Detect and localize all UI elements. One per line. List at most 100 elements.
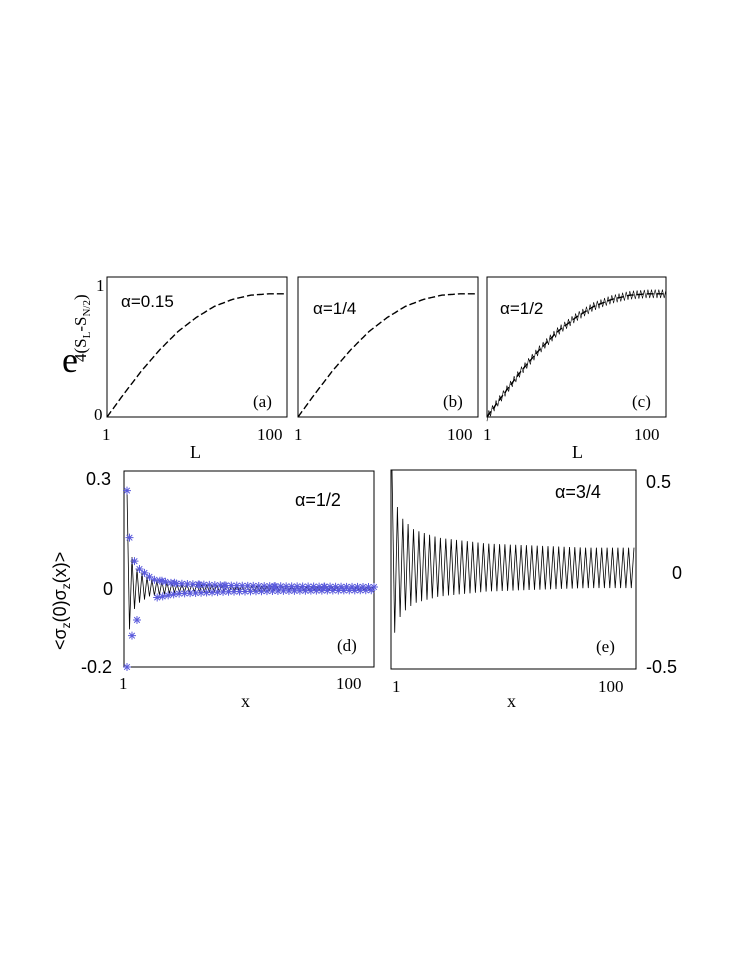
panel-b-tag: (b) [443, 392, 463, 411]
star-marker [268, 587, 277, 596]
star-marker [257, 587, 266, 596]
panel-a-ytick-1: 1 [96, 276, 105, 295]
panel-a-tag: (a) [253, 392, 272, 411]
star-marker [221, 581, 230, 590]
star-marker [150, 575, 159, 584]
panel-d-ylabel: <σz(0)σz(x)> [50, 552, 73, 650]
panel-a-curve [106, 293, 287, 418]
star-marker [208, 588, 217, 597]
star-marker [125, 533, 134, 542]
ylabel-e: e [62, 340, 78, 380]
star-marker [251, 587, 260, 596]
star-marker [287, 582, 296, 591]
star-marker [183, 580, 192, 589]
star-marker [202, 588, 211, 597]
panel-d-alpha: α=1/2 [295, 490, 341, 510]
star-marker [155, 576, 164, 585]
star-marker [235, 587, 244, 596]
star-marker [158, 592, 167, 601]
star-marker [262, 587, 271, 596]
star-marker [172, 579, 181, 588]
star-marker [312, 586, 321, 595]
star-marker [241, 587, 250, 596]
panel-a: α=0.15 (a) 1 0 1 100 L e 4(SL-SN/2) [62, 276, 288, 462]
star-marker [169, 590, 178, 599]
star-marker [350, 586, 359, 595]
star-marker [342, 582, 351, 591]
panel-d-ytick-zero: 0 [103, 579, 113, 599]
star-marker [320, 582, 329, 591]
star-marker [232, 581, 241, 590]
panel-e-tag: (e) [596, 637, 615, 656]
panel-c-tag: (c) [632, 392, 651, 411]
panel-c-xlabel: L [572, 442, 583, 462]
star-marker [361, 586, 370, 595]
star-marker [177, 579, 186, 588]
star-marker [216, 581, 225, 590]
panel-e-xtick-1: 1 [392, 677, 401, 696]
star-marker [290, 586, 299, 595]
panel-a-ytick-0: 0 [94, 405, 103, 424]
star-marker [353, 582, 362, 591]
star-marker [328, 586, 337, 595]
panel-b-xtick-100: 100 [447, 425, 473, 444]
star-marker [295, 586, 304, 595]
panel-c: α=1/2 (c) 1 100 L [483, 276, 667, 462]
star-marker [304, 582, 313, 591]
star-marker [227, 581, 236, 590]
panel-d-xlabel: x [241, 691, 250, 711]
panel-a-alpha: α=0.15 [121, 292, 174, 311]
panel-a-xlabel: L [190, 442, 201, 462]
panel-a-frame [106, 276, 288, 418]
star-marker [284, 586, 293, 595]
panel-b-alpha: α=1/4 [313, 299, 356, 318]
panel-d-tag: (d) [337, 636, 357, 655]
star-marker [279, 586, 288, 595]
star-marker [359, 582, 368, 591]
star-marker [127, 631, 136, 640]
panel-c-curve [486, 293, 666, 418]
star-marker [273, 586, 282, 595]
star-marker [132, 615, 141, 624]
star-marker [282, 582, 291, 591]
panel-d: α=1/2 (d) 0.3 0 -0.2 1 100 x <σz(0)σz(x)… [50, 469, 378, 711]
star-marker [180, 589, 189, 598]
panel-a-xtick-100: 100 [257, 425, 283, 444]
star-marker [210, 581, 219, 590]
panel-d-ytick-top: 0.3 [86, 469, 111, 489]
star-marker [153, 593, 162, 602]
panel-e-ytick-top: 0.5 [646, 472, 671, 492]
star-marker [326, 582, 335, 591]
panel-d-ytick-bottom: -0.2 [81, 657, 112, 677]
star-marker [271, 582, 280, 591]
star-marker [301, 586, 310, 595]
star-marker [238, 581, 247, 590]
star-marker [246, 587, 255, 596]
star-marker [199, 580, 208, 589]
star-marker [293, 582, 302, 591]
panel-a-xtick-1: 1 [102, 425, 111, 444]
panel-d-frame [123, 470, 375, 668]
star-marker [345, 586, 354, 595]
panel-c-alpha: α=1/2 [500, 299, 543, 318]
star-marker [331, 582, 340, 591]
star-marker [298, 582, 307, 591]
star-marker [230, 587, 239, 596]
star-marker [306, 586, 315, 595]
star-marker [191, 588, 200, 597]
star-marker [364, 582, 373, 591]
star-marker [315, 582, 324, 591]
panel-e-ytick-bottom: -0.5 [646, 657, 677, 677]
star-marker [224, 587, 233, 596]
star-marker [175, 589, 184, 598]
star-marker [188, 580, 197, 589]
panel-c-frame [486, 276, 667, 418]
star-marker [194, 580, 203, 589]
star-marker [317, 586, 326, 595]
star-marker [337, 582, 346, 591]
panel-d-oscillating-curve [126, 490, 375, 630]
star-marker [135, 565, 144, 573]
star-marker [213, 588, 222, 597]
star-marker [367, 586, 376, 595]
